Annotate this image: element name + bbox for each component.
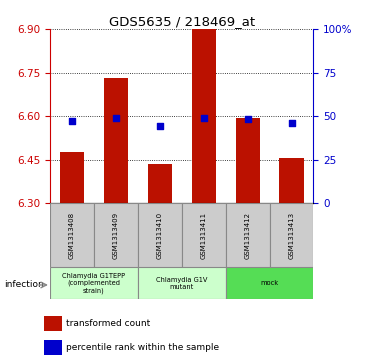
Point	[201, 115, 207, 121]
FancyBboxPatch shape	[50, 267, 138, 299]
Text: percentile rank within the sample: percentile rank within the sample	[66, 343, 220, 352]
Text: GSM1313412: GSM1313412	[244, 212, 251, 258]
Bar	[148, 164, 172, 203]
Title: GDS5635 / 218469_at: GDS5635 / 218469_at	[109, 15, 255, 28]
Bar	[44, 316, 62, 331]
Point	[289, 121, 295, 126]
Text: GSM1313410: GSM1313410	[157, 212, 163, 258]
Text: GSM1313411: GSM1313411	[201, 212, 207, 258]
Text: Chlamydia G1V
mutant: Chlamydia G1V mutant	[156, 277, 207, 290]
Text: GSM1313408: GSM1313408	[69, 212, 75, 258]
Bar	[279, 158, 303, 203]
FancyBboxPatch shape	[226, 267, 313, 299]
FancyBboxPatch shape	[138, 267, 226, 299]
FancyBboxPatch shape	[182, 203, 226, 267]
Text: GSM1313409: GSM1313409	[113, 212, 119, 258]
Bar	[60, 152, 84, 203]
Text: GSM1313413: GSM1313413	[289, 212, 295, 258]
FancyBboxPatch shape	[94, 203, 138, 267]
FancyBboxPatch shape	[270, 203, 313, 267]
Text: infection: infection	[4, 281, 43, 289]
FancyBboxPatch shape	[138, 203, 182, 267]
Text: mock: mock	[260, 280, 279, 286]
Bar	[236, 118, 260, 203]
Text: Chlamydia G1TEPP
(complemented
strain): Chlamydia G1TEPP (complemented strain)	[62, 273, 125, 294]
Bar	[192, 29, 216, 203]
FancyBboxPatch shape	[226, 203, 270, 267]
Bar	[104, 78, 128, 203]
Point	[113, 115, 119, 121]
Bar	[44, 339, 62, 355]
FancyBboxPatch shape	[50, 203, 94, 267]
Point	[157, 123, 163, 129]
Point	[69, 118, 75, 123]
Text: transformed count: transformed count	[66, 319, 151, 328]
Point	[245, 116, 251, 122]
